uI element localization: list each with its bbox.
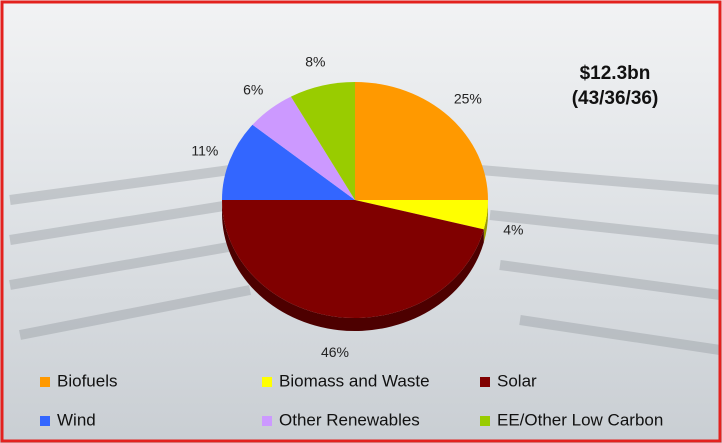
legend-label: Other Renewables <box>279 410 420 429</box>
pie-slice <box>222 124 355 200</box>
legend-swatch <box>40 416 50 426</box>
legend-label: Wind <box>57 410 96 429</box>
legend-swatch <box>480 377 490 387</box>
legend-label: Solar <box>497 371 537 390</box>
pie-slice <box>355 82 488 200</box>
legend-label: EE/Other Low Carbon <box>497 410 663 429</box>
legend-swatch <box>262 416 272 426</box>
legend-swatch <box>40 377 50 387</box>
slice-label: 8% <box>305 54 325 70</box>
slice-label: 11% <box>191 143 218 159</box>
pie-slice <box>355 200 488 230</box>
slice-label: 46% <box>321 344 349 360</box>
slice-label: 4% <box>503 221 523 237</box>
background-panels <box>9 165 721 355</box>
pie-top <box>222 82 488 318</box>
legend-label: Biomass and Waste <box>279 371 430 390</box>
pie-slice <box>290 82 355 200</box>
chart-subtitle: (43/36/36) <box>572 88 659 109</box>
legend-swatch <box>480 416 490 426</box>
slice-label: 25% <box>454 91 482 107</box>
legend-label: Biofuels <box>57 371 117 390</box>
pie-slice <box>222 200 484 318</box>
pie-side-segment <box>483 200 488 243</box>
pie-slice <box>252 96 355 200</box>
chart-title: $12.3bn <box>580 63 651 84</box>
legend-swatch <box>262 377 272 387</box>
slice-label: 6% <box>243 82 263 98</box>
pie-side <box>222 200 488 331</box>
